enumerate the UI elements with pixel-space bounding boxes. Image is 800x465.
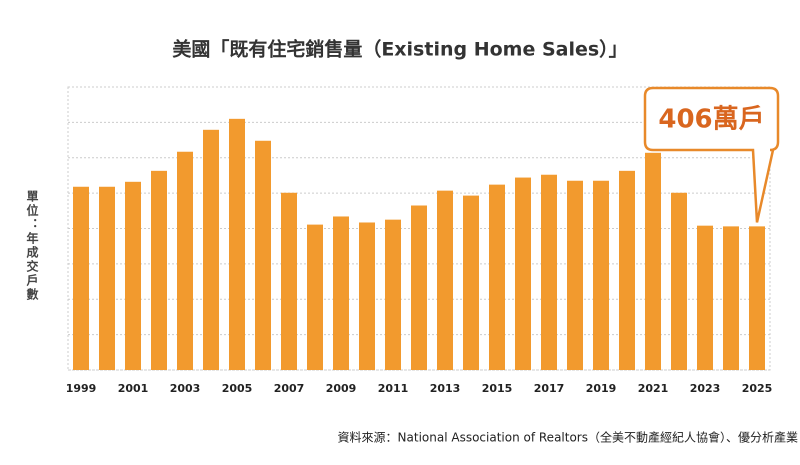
x-tick-label: 2009 (326, 382, 357, 395)
bar (229, 118, 245, 371)
chart-title: 美國「既有住宅銷售量（Existing Home Sales）」 (172, 38, 627, 61)
bar (73, 186, 89, 370)
bar (593, 180, 609, 370)
bar (619, 170, 635, 370)
bar (203, 129, 219, 370)
bar (255, 140, 271, 370)
bar (281, 192, 297, 370)
callout (643, 86, 780, 223)
bar (515, 177, 531, 370)
bar (385, 219, 401, 370)
bar (541, 174, 557, 370)
source-note: 資料來源：National Association of Realtors（全美… (338, 430, 798, 445)
value-label: 406萬戶 (658, 105, 764, 135)
x-tick-label: 2005 (222, 382, 253, 395)
x-tick-label: 2001 (118, 382, 149, 395)
x-tick-label: 2017 (534, 382, 565, 395)
bar (359, 222, 375, 370)
bar (333, 216, 349, 370)
bar (99, 186, 115, 370)
bar (723, 226, 739, 370)
bar (125, 181, 141, 370)
x-tick-label: 2007 (274, 382, 305, 395)
bar (567, 180, 583, 370)
bar (411, 205, 427, 370)
bar (749, 226, 765, 370)
bar (697, 225, 713, 370)
bar (151, 170, 167, 370)
x-tick-label: 1999 (66, 382, 97, 395)
bar (645, 152, 661, 370)
bar (437, 190, 453, 370)
x-tick-label: 2013 (430, 382, 461, 395)
x-tick-label: 2011 (378, 382, 409, 395)
x-tick-label: 2023 (690, 382, 721, 395)
x-tick-label: 2025 (742, 382, 773, 395)
bar (177, 151, 193, 370)
x-tick-label: 2015 (482, 382, 513, 395)
x-tick-label: 2003 (170, 382, 201, 395)
bar (463, 195, 479, 370)
bar (489, 184, 505, 370)
bar (307, 224, 323, 370)
y-axis-label: 單位：年成交戶數 (25, 190, 39, 302)
x-tick-label: 2019 (586, 382, 617, 395)
bar (671, 192, 687, 370)
x-tick-label: 2021 (638, 382, 669, 395)
